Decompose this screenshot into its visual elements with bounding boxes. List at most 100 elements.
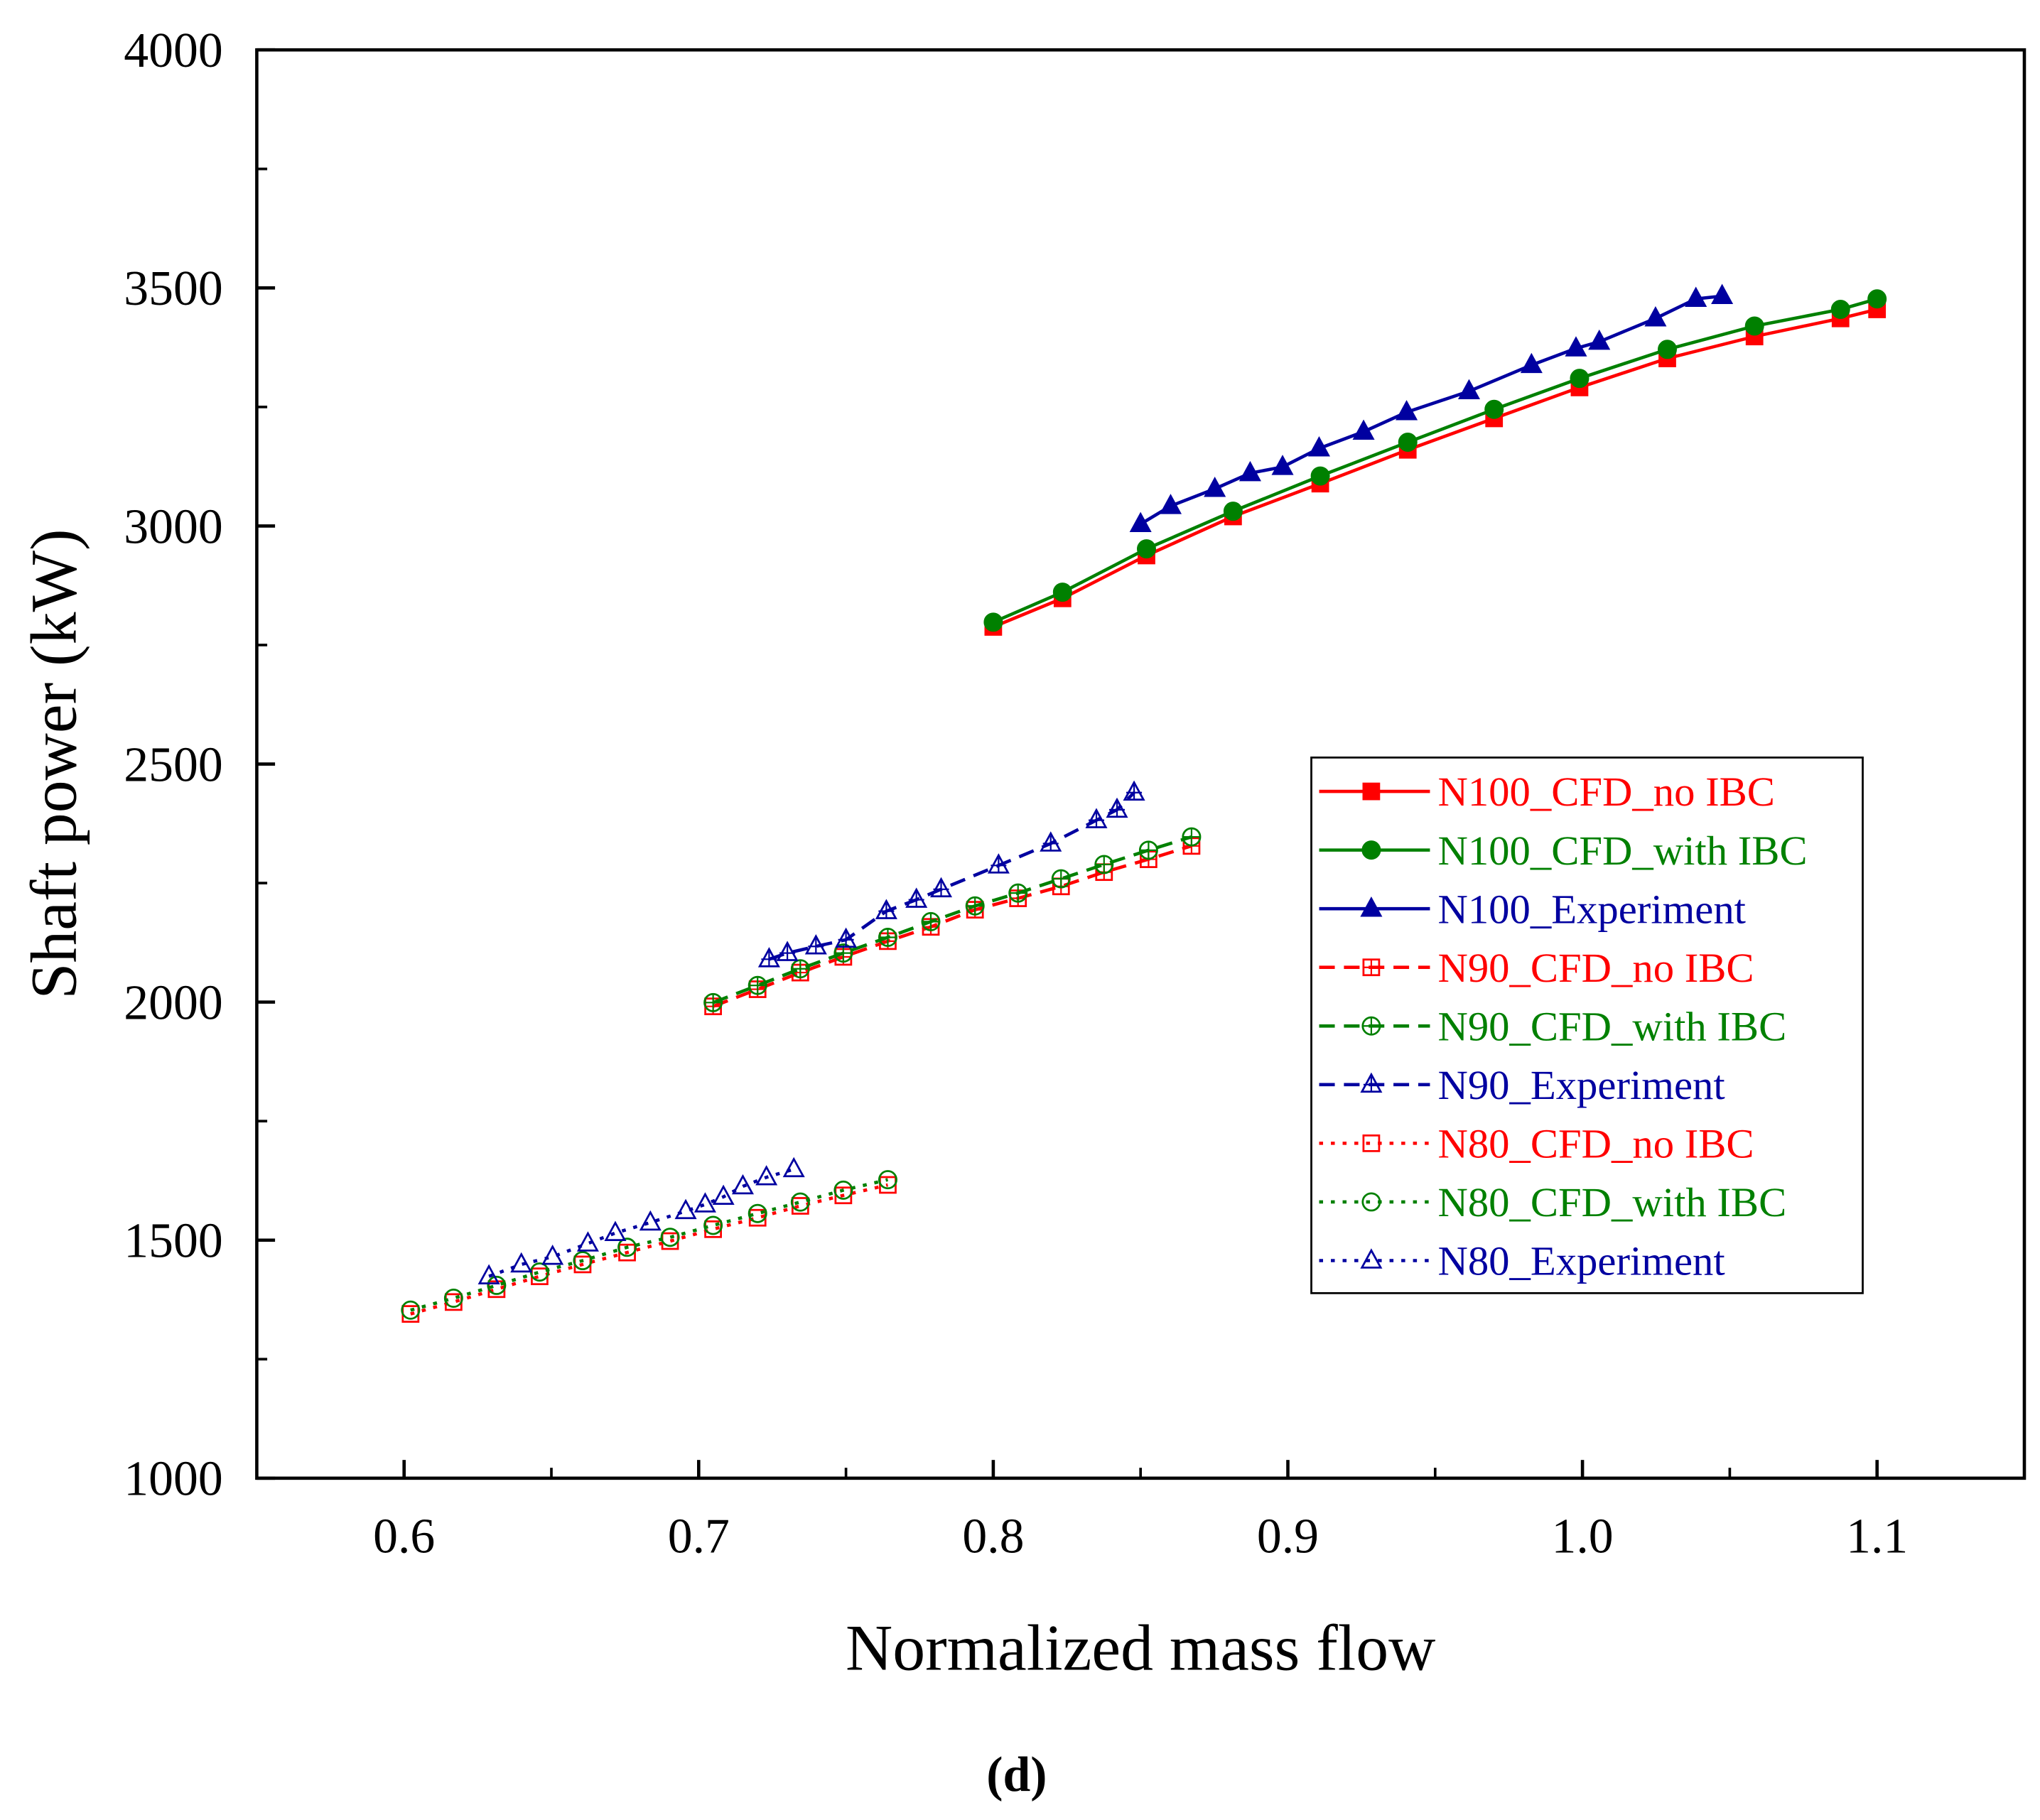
triangle-marker xyxy=(510,1252,533,1273)
circle-marker xyxy=(1182,827,1202,847)
y-tick-label: 4000 xyxy=(124,23,222,78)
square-marker xyxy=(1362,782,1381,801)
triangle-marker xyxy=(1685,286,1707,308)
circle-marker xyxy=(965,896,985,916)
circle-marker xyxy=(703,992,723,1012)
triangle-marker xyxy=(1352,419,1375,440)
circle-marker xyxy=(660,1228,680,1247)
series-n90-experiment xyxy=(757,780,1145,968)
legend-entry: N80_CFD_no IBC xyxy=(1319,1121,1754,1167)
y-tick-label: 2500 xyxy=(124,737,222,792)
triangle-marker xyxy=(1644,306,1667,327)
y-tick-label: 1500 xyxy=(124,1214,222,1269)
circle-marker xyxy=(443,1289,463,1308)
circle-marker xyxy=(1570,369,1590,389)
triangle-marker xyxy=(1360,896,1383,917)
series-n90-cfd-no-ibc xyxy=(704,837,1201,1016)
circle-marker xyxy=(1658,340,1677,359)
legend-entry: N100_CFD_no IBC xyxy=(1319,769,1775,815)
triangle-marker xyxy=(477,1264,500,1284)
y-tick-label: 2000 xyxy=(124,975,222,1030)
x-tick-label: 1.1 xyxy=(1846,1509,1908,1564)
circle-marker xyxy=(1361,840,1381,860)
circle-marker xyxy=(983,612,1003,632)
series-line xyxy=(1140,294,1722,526)
triangle-marker xyxy=(1238,460,1261,482)
series-line xyxy=(992,297,1878,624)
triangle-marker xyxy=(1129,511,1152,533)
circle-marker xyxy=(833,943,853,963)
y-tick-label: 3000 xyxy=(124,499,222,554)
legend-label: N80_CFD_no IBC xyxy=(1437,1121,1754,1167)
y-axis-label: Shaft power (kW) xyxy=(17,529,90,999)
series-line xyxy=(410,1183,888,1316)
x-tick-label: 0.6 xyxy=(373,1509,435,1564)
triangle-marker xyxy=(712,1184,735,1206)
circle-marker xyxy=(1138,840,1158,860)
legend-label: N90_CFD_with IBC xyxy=(1437,1003,1786,1049)
y-tick-label: 1000 xyxy=(124,1452,222,1507)
x-tick-label: 0.9 xyxy=(1257,1509,1319,1564)
circle-marker xyxy=(1484,399,1504,419)
triangle-marker xyxy=(1204,476,1226,497)
legend-entry: N100_Experiment xyxy=(1319,886,1746,932)
triangle-marker xyxy=(639,1210,662,1231)
circle-marker xyxy=(573,1251,593,1271)
circle-marker xyxy=(878,1170,897,1190)
legend-label: N100_Experiment xyxy=(1437,886,1746,932)
circle-marker xyxy=(1310,466,1330,486)
circle-marker xyxy=(1094,855,1114,874)
legend-label: N100_CFD_no IBC xyxy=(1437,769,1774,815)
series-n100-cfd-no-ibc xyxy=(984,300,1887,636)
series-n80-experiment xyxy=(477,1157,805,1284)
series-n80-cfd-with-ibc xyxy=(401,1170,897,1320)
circle-marker xyxy=(833,1180,853,1200)
y-tick-label: 3500 xyxy=(124,261,222,316)
square-marker xyxy=(1362,1134,1381,1152)
triangle-marker xyxy=(604,1220,627,1241)
figure-caption: (d) xyxy=(986,1748,1047,1802)
legend-entry: N90_CFD_no IBC xyxy=(1319,945,1754,991)
circle-marker xyxy=(790,959,810,979)
legend-entry: N100_CFD_with IBC xyxy=(1319,828,1808,874)
legend-entry: N90_CFD_with IBC xyxy=(1319,1003,1786,1049)
triangle-marker xyxy=(1520,352,1543,374)
circle-marker xyxy=(1051,869,1071,889)
circle-marker xyxy=(878,928,897,947)
series-line xyxy=(993,308,1878,629)
series-line xyxy=(712,844,1192,1008)
circle-marker xyxy=(1223,502,1243,521)
legend-label: N100_CFD_with IBC xyxy=(1437,828,1807,874)
series-n100-cfd-with-ibc xyxy=(983,289,1887,632)
triangle-marker xyxy=(731,1174,755,1195)
circle-marker xyxy=(1361,1192,1381,1212)
legend-label: N80_Experiment xyxy=(1437,1238,1725,1284)
circle-marker xyxy=(1052,583,1072,602)
triangle-marker xyxy=(1396,400,1418,421)
triangle-marker xyxy=(1159,494,1182,514)
triangle-marker xyxy=(576,1231,599,1252)
triangle-marker xyxy=(541,1245,564,1265)
circle-marker xyxy=(617,1237,637,1257)
series-n90-cfd-with-ibc xyxy=(703,827,1202,1012)
circle-marker xyxy=(487,1275,507,1295)
x-tick-label: 1.0 xyxy=(1552,1509,1614,1564)
legend-label: N90_Experiment xyxy=(1437,1062,1725,1108)
circle-marker xyxy=(703,1215,723,1235)
legend-label: N90_CFD_no IBC xyxy=(1437,945,1754,991)
triangle-marker xyxy=(674,1198,697,1220)
series-line xyxy=(410,1178,888,1312)
circle-marker xyxy=(1361,1016,1381,1036)
circle-marker xyxy=(401,1300,421,1320)
triangle-marker xyxy=(1588,329,1611,350)
triangle-marker xyxy=(1711,283,1734,305)
legend-entry: N90_Experiment xyxy=(1319,1062,1725,1108)
series-line xyxy=(768,791,1135,961)
triangle-marker xyxy=(1307,436,1330,457)
circle-marker xyxy=(1830,300,1850,319)
legend-entry: N80_Experiment xyxy=(1319,1238,1725,1284)
circle-marker xyxy=(748,1203,767,1223)
circle-marker xyxy=(1008,883,1028,903)
triangle-marker xyxy=(694,1192,716,1213)
